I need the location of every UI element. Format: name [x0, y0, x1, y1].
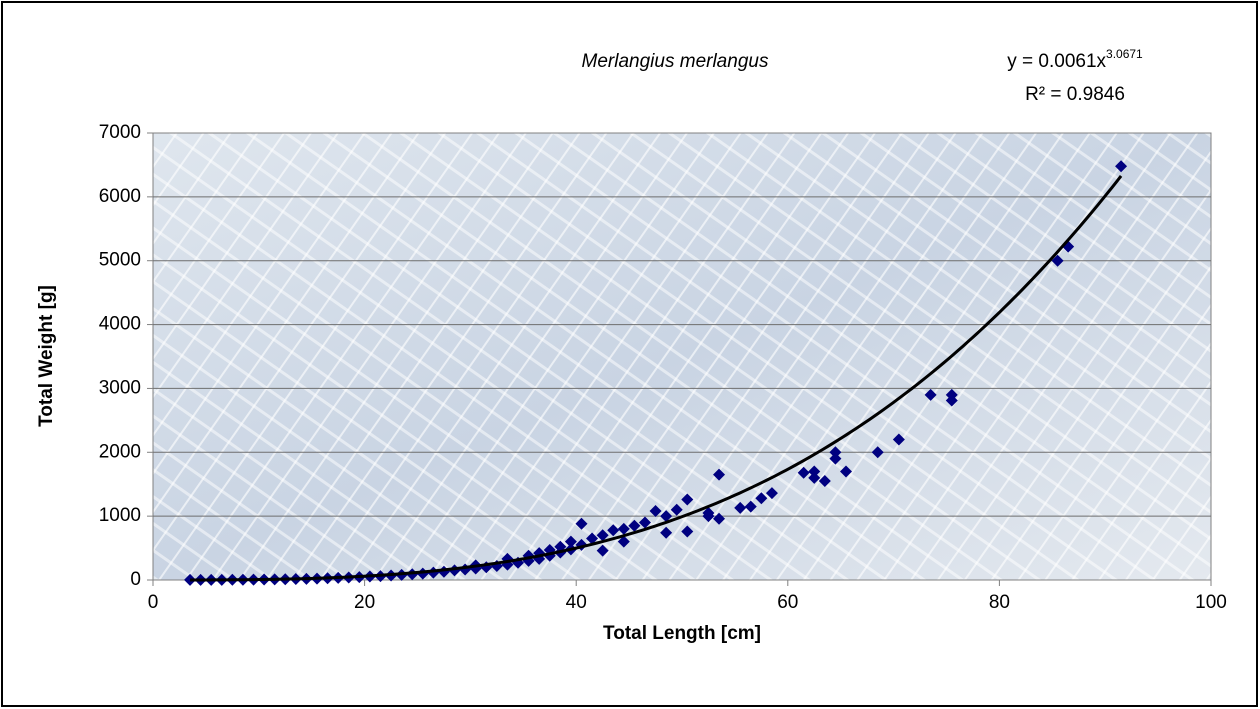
plot-border — [152, 132, 1212, 581]
x-tick-label: 0 — [148, 592, 159, 613]
data-point — [670, 503, 683, 516]
plot-texture — [153, 133, 1211, 580]
y-tick-label: 2000 — [99, 441, 141, 462]
x-tick-label: 20 — [354, 592, 375, 613]
data-point — [924, 388, 937, 401]
data-point — [638, 516, 651, 529]
data-point — [892, 433, 905, 446]
data-point — [596, 544, 609, 557]
data-point — [744, 500, 757, 513]
y-tick-label: 6000 — [99, 186, 141, 207]
data-point — [713, 512, 726, 525]
data-point — [734, 501, 747, 514]
data-point — [839, 465, 852, 478]
trendline — [190, 175, 1123, 582]
y-axis-title: Total Weight [g] — [36, 285, 57, 427]
data-point — [1115, 160, 1128, 173]
data-point — [829, 452, 842, 465]
data-point — [628, 519, 641, 532]
x-axis-title: Total Length [cm] — [603, 623, 761, 644]
data-point — [617, 522, 630, 535]
data-point — [649, 505, 662, 518]
y-tick-label: 5000 — [99, 250, 141, 271]
y-tick-label: 4000 — [99, 314, 141, 335]
data-point — [829, 446, 842, 459]
data-point — [617, 535, 630, 548]
data-point — [564, 535, 577, 548]
data-point — [808, 465, 821, 478]
y-tick-label: 1000 — [99, 505, 141, 526]
data-point — [596, 529, 609, 542]
data-point — [660, 510, 673, 523]
y-tick-label: 0 — [130, 569, 141, 590]
data-point — [765, 487, 778, 500]
data-point — [1051, 254, 1064, 267]
data-point — [575, 517, 588, 530]
data-point — [681, 493, 694, 506]
x-tick-label: 60 — [777, 592, 798, 613]
y-tick-label: 3000 — [99, 377, 141, 398]
data-point — [755, 492, 768, 505]
data-point — [586, 532, 599, 545]
data-point — [681, 525, 694, 538]
x-tick-label: 40 — [566, 592, 587, 613]
data-point — [808, 471, 821, 484]
y-tick-label: 7000 — [99, 122, 141, 143]
data-point — [797, 466, 810, 479]
equation-exponent: 3.0671 — [1106, 47, 1143, 61]
trend-r2: R² = 0.9846 — [1025, 84, 1125, 105]
x-tick-label: 80 — [989, 592, 1010, 613]
x-tick-label: 100 — [1195, 592, 1227, 613]
chart-title: Merlangius merlangus — [582, 51, 769, 72]
trend-equation: y = 0.0061x3.0671 — [1007, 47, 1143, 72]
data-point — [713, 468, 726, 481]
equation: y = 0.0061x — [1007, 51, 1106, 72]
data-point — [818, 475, 831, 488]
data-point — [660, 526, 673, 539]
data-point — [945, 394, 958, 407]
data-point — [702, 506, 715, 519]
data-point — [871, 446, 884, 459]
data-point — [607, 524, 620, 537]
